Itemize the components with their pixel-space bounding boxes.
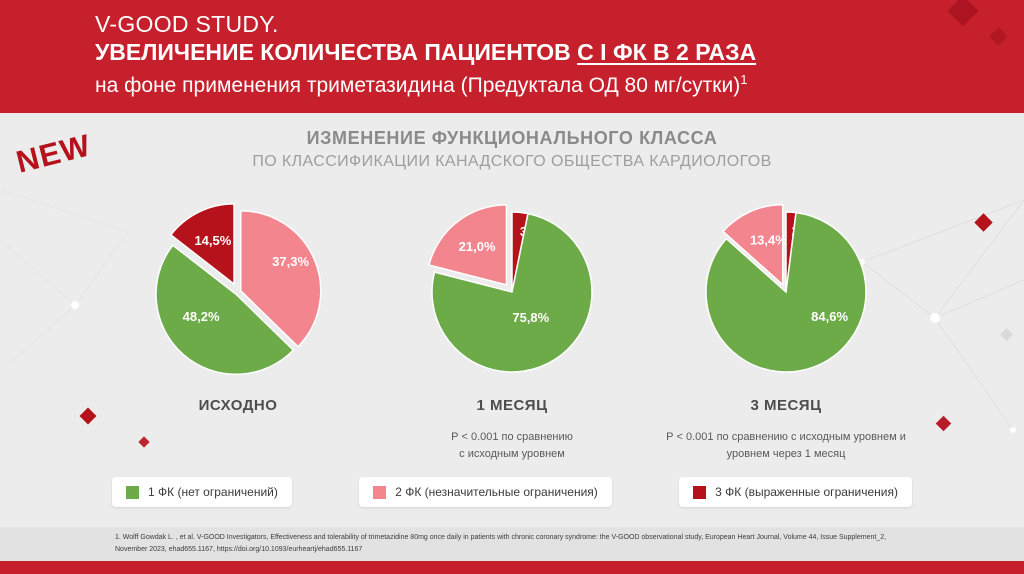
pie-slice-label: 75,8% (512, 310, 549, 325)
pie-chart-baseline: 37,3% 48,2% 14,5% (155, 203, 322, 376)
pie-slice-label: 14,5% (194, 233, 231, 248)
header-statement-underlined: С I ФК В 2 РАЗА (577, 39, 757, 65)
header-subtitle-text: на фоне применения триметазидина (Предук… (95, 74, 741, 97)
header-subtitle: на фоне применения триметазидина (Предук… (95, 66, 1024, 99)
header-statement-prefix: УВЕЛИЧЕНИЕ КОЛИЧЕСТВА ПАЦИЕНТОВ (95, 39, 578, 65)
pie-slice-label: 48,2% (183, 309, 220, 324)
pie-slice-green (705, 211, 867, 373)
chart-column-month3: 2,0%84,6%13,4% 3 МЕСЯЦ Р < 0.001 по срав… (660, 197, 912, 462)
significance-note-line2: уровнем через 1 месяц (726, 447, 846, 460)
significance-note-month1: Р < 0.001 по сравнению с исходным уровне… (451, 429, 573, 462)
pie-slice-label: 13,4% (750, 233, 787, 248)
legend-label-1fk: 1 ФК (нет ограничений) (148, 485, 278, 499)
main-title-line1: ИЗМЕНЕНИЕ ФУНКЦИОНАЛЬНОГО КЛАССА (306, 128, 718, 148)
main-title-line2: ПО КЛАССИФИКАЦИИ КАНАДСКОГО ОБЩЕСТВА КАР… (252, 153, 772, 170)
reference-footnote: 1. Wolff Gowdak L. , et al. V-GOOD Inves… (115, 534, 887, 553)
pie-slice-green (431, 212, 593, 373)
legend-swatch-red (693, 485, 707, 499)
bottom-red-bar (0, 561, 1024, 574)
legend-label-2fk: 2 ФК (незначительные ограничения) (395, 485, 598, 499)
significance-note-line1: Р < 0.001 по сравнению (451, 431, 573, 443)
legend-label-3fk: 3 ФК (выраженные ограничения) (715, 485, 898, 499)
header-statement: УВЕЛИЧЕНИЕ КОЛИЧЕСТВА ПАЦИЕНТОВ С I ФК В… (95, 38, 1024, 66)
chart-title-month1: 1 МЕСЯЦ (476, 397, 548, 414)
legend-swatch-pink (373, 485, 387, 499)
legend-swatch-green (126, 485, 139, 499)
header-banner: V-GOOD STUDY. УВЕЛИЧЕНИЕ КОЛИЧЕСТВА ПАЦИ… (0, 0, 1024, 113)
pie-chart-month1: 3,2%75,8%21,0% (428, 204, 593, 373)
chart-column-baseline: 37,3% 48,2% 14,5% ИСХОДНО (112, 197, 364, 462)
pie-chart-month3: 2,0%84,6%13,4% (705, 203, 867, 373)
significance-note-line2: с исходным уровнем (459, 447, 565, 460)
significance-note-line1: Р < 0.001 по сравнению с исходным уровне… (666, 431, 906, 443)
pie-slice-pink (722, 203, 784, 287)
pie-slice-green (155, 244, 295, 376)
pie-slice-label: 84,6% (811, 309, 848, 324)
significance-note-month3: Р < 0.001 по сравнению с исходным уровне… (666, 429, 906, 462)
chart-column-month1: 3,2%75,8%21,0% 1 МЕСЯЦ Р < 0.001 по срав… (386, 197, 638, 462)
legend-item-1fk: 1 ФК (нет ограничений) (112, 477, 292, 507)
legend-item-2fk: 2 ФК (незначительные ограничения) (359, 477, 612, 507)
main-title: ИЗМЕНЕНИЕ ФУНКЦИОНАЛЬНОГО КЛАССА ПО КЛАС… (112, 128, 912, 171)
pie-slice-label: 37,3% (272, 254, 309, 269)
footnote-band: 1. Wolff Gowdak L. , et al. V-GOOD Inves… (0, 527, 1024, 561)
pie-slice-pink (240, 210, 322, 348)
pie-slice-red (169, 203, 235, 286)
legend-item-3fk: 3 ФК (выраженные ограничения) (679, 477, 912, 507)
pie-slice-label: 21,0% (459, 239, 496, 254)
reference-superscript: 1 (740, 72, 748, 87)
charts-row: 37,3%48,2%14,5% ИСХОДНО 3,2%75,8%21,0% 1… (112, 197, 912, 462)
pie-slice-pink (428, 204, 508, 286)
legend: 1 ФК (нет ограничений) 2 ФК (незначитель… (112, 477, 912, 507)
study-title: V-GOOD STUDY. (95, 11, 279, 37)
chart-title-baseline: ИСХОДНО (198, 397, 278, 414)
chart-title-month3: 3 МЕСЯЦ (750, 397, 822, 414)
